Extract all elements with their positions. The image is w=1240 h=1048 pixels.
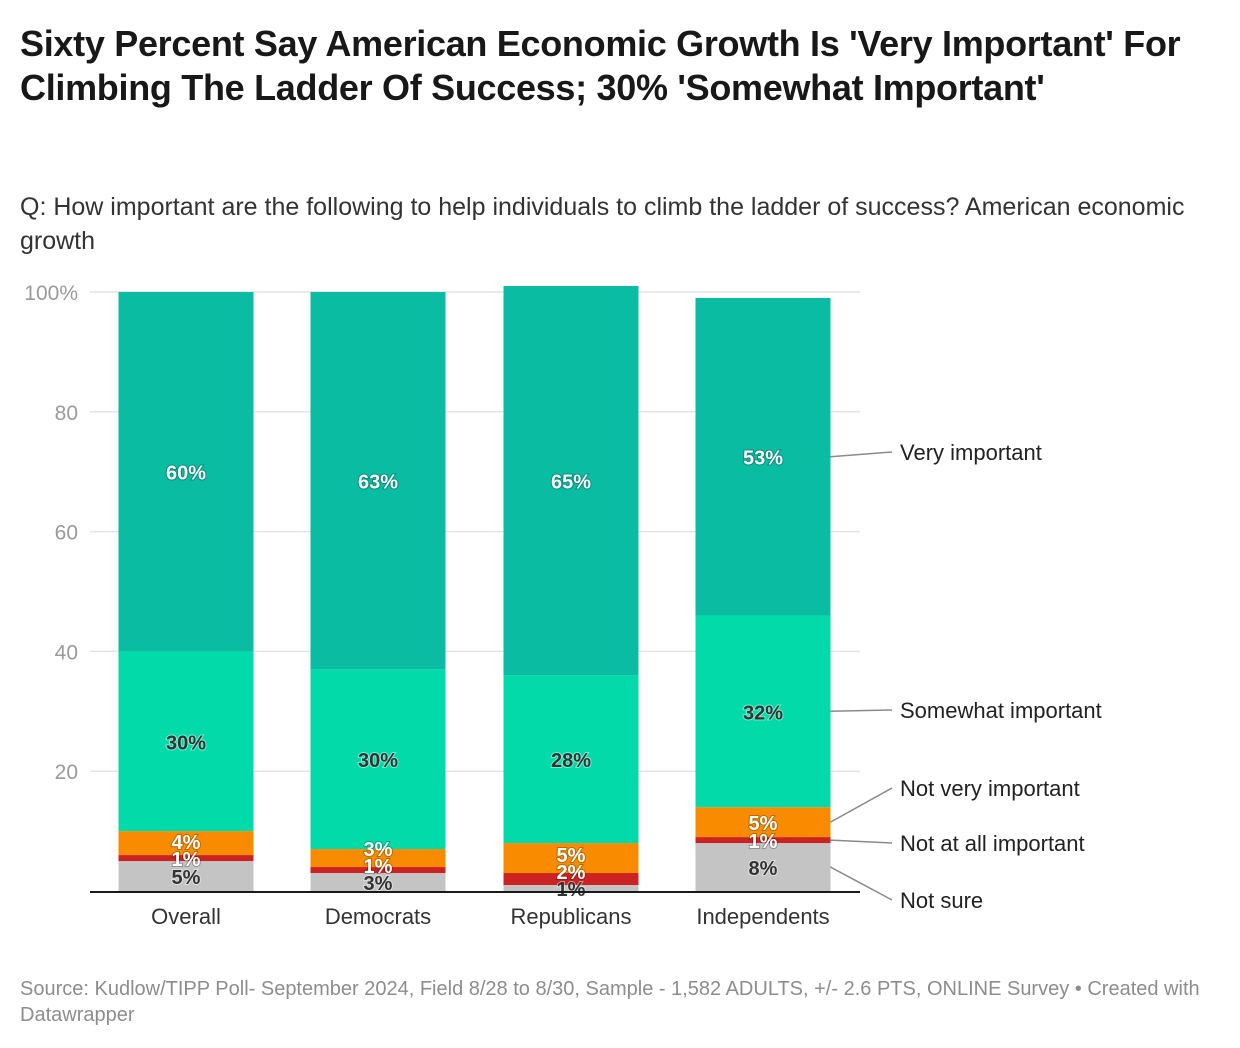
legend-label: Somewhat important [900, 698, 1102, 723]
bar-segment [310, 292, 446, 670]
value-label: 3% [364, 839, 393, 861]
bar-segment [310, 849, 446, 868]
credit-note: Created with Datawrapper [20, 978, 1200, 1026]
value-label: 5% [172, 867, 201, 889]
value-label: 1% [364, 856, 393, 878]
value-label: 32% [743, 702, 783, 724]
bar-segment [695, 837, 831, 844]
footer-separator: • [1069, 978, 1088, 1000]
value-label: 5% [557, 845, 586, 867]
value-label: 2% [557, 862, 586, 884]
footer: Source: Kudlow/TIPP Poll- September 2024… [20, 976, 1220, 1028]
bar-segment [310, 867, 446, 874]
y-tick-label: 40 [55, 641, 78, 664]
bar-segment [503, 286, 639, 676]
value-labels: 5%1%4%30%60%3%1%3%30%63%1%2%5%28%65%8%1%… [165, 447, 784, 902]
bar-segment [695, 807, 831, 838]
y-axis-ticks: 20 40 60 80 100% [24, 282, 78, 784]
bar-segment [118, 292, 254, 652]
bar-segment [503, 843, 639, 874]
bar-segment [695, 615, 831, 808]
x-axis-ticks: Overall Democrats Republicans Independents [151, 904, 830, 929]
legend-leader-line [830, 866, 893, 901]
legend-label: Not sure [900, 888, 983, 913]
x-tick-label: Republicans [510, 904, 631, 929]
bar-segment [118, 855, 254, 862]
y-tick-label: 60 [55, 522, 78, 545]
y-tick-label: 20 [55, 761, 78, 784]
bar-segment [695, 297, 831, 616]
value-label: 30% [358, 750, 398, 772]
bars [118, 286, 831, 891]
bar-segment [118, 651, 254, 832]
value-label: 65% [551, 472, 591, 494]
bar-segment [310, 669, 446, 850]
y-tick-label: 100% [24, 282, 78, 305]
chart-subtitle: Q: How important are the following to he… [20, 193, 1185, 255]
x-tick-label: Independents [696, 904, 829, 929]
y-tick-label: 80 [55, 402, 78, 425]
value-label: 8% [749, 858, 778, 880]
value-label: 1% [557, 879, 586, 901]
bar-segment [503, 675, 639, 844]
bar-segment [503, 873, 639, 886]
legend-label: Not at all important [900, 831, 1085, 856]
value-label: 53% [743, 448, 783, 470]
legend-leader-line [830, 787, 893, 823]
legend-label: Very important [900, 440, 1042, 465]
x-tick-label: Overall [151, 904, 221, 929]
value-label: 28% [551, 750, 591, 772]
bar-segment [310, 873, 446, 891]
source-note: Source: Kudlow/TIPP Poll- September 2024… [20, 978, 1070, 1000]
legend-leader-line [830, 709, 893, 713]
value-label: 60% [166, 463, 206, 485]
value-label: 5% [749, 813, 778, 835]
bar-segment [695, 843, 831, 891]
legend-leader-line [830, 451, 893, 458]
x-tick-label: Democrats [325, 904, 431, 929]
value-label: 1% [172, 849, 201, 871]
value-label: 30% [166, 732, 206, 754]
legend-leader-line [830, 839, 893, 844]
chart-title: Sixty Percent Say American Economic Grow… [20, 23, 1181, 108]
legend: Not sure Not at all important Not very imp… [830, 440, 1102, 913]
value-label: 1% [749, 831, 778, 853]
bar-segment [503, 885, 639, 891]
value-label: 4% [172, 832, 201, 854]
bar-segment [118, 861, 254, 891]
bar-segment [118, 831, 254, 856]
value-label: 63% [358, 472, 398, 494]
legend-label: Not very important [900, 776, 1080, 801]
